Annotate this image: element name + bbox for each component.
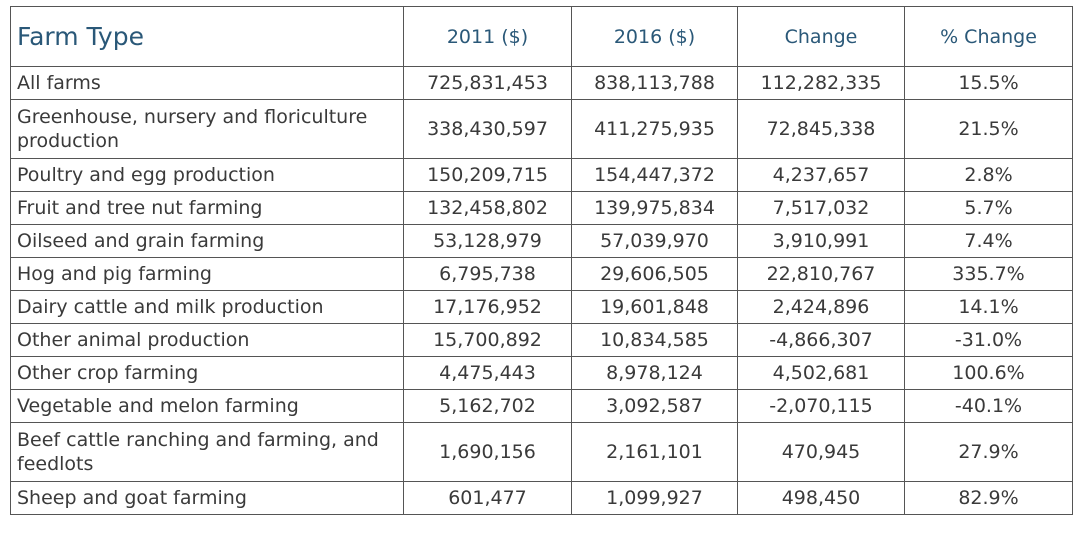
row-label: Other crop farming: [10, 356, 404, 390]
row-label: Vegetable and melon farming: [10, 389, 404, 423]
cell: 15.5%: [904, 66, 1073, 100]
cell: 139,975,834: [571, 191, 738, 225]
cell: 6,795,738: [403, 257, 572, 291]
row-label: Poultry and egg production: [10, 158, 404, 192]
cell: 150,209,715: [403, 158, 572, 192]
row-label: Oilseed and grain farming: [10, 224, 404, 258]
cell: 5.7%: [904, 191, 1073, 225]
cell: 17,176,952: [403, 290, 572, 324]
cell: 19,601,848: [571, 290, 738, 324]
row-label: Dairy cattle and milk production: [10, 290, 404, 324]
cell: 335.7%: [904, 257, 1073, 291]
farm-table: Farm Type 2011 ($) 2016 ($) Change% Change …: [10, 6, 1073, 515]
row-label: Other animal production: [10, 323, 404, 357]
header-cell: % Change: [904, 6, 1073, 67]
table-header: Farm Type 2011 ($) 2016 ($) Change% Change: [10, 6, 1073, 67]
cell: 1,690,156: [403, 422, 572, 482]
cell: 5,162,702: [403, 389, 572, 423]
cell: 53,128,979: [403, 224, 572, 258]
table-row: Other crop farming 4,475,443 8,978,124 4,50…: [10, 356, 1073, 390]
cell: 4,237,657: [737, 158, 905, 192]
row-label: Beef cattle ranching and farming, and fe…: [10, 422, 404, 482]
header-cell: Change: [737, 6, 905, 67]
cell: 132,458,802: [403, 191, 572, 225]
cell: -4,866,307: [737, 323, 905, 357]
cell: 10,834,585: [571, 323, 738, 357]
cell: 838,113,788: [571, 66, 738, 100]
header-cell: 2011 ($): [403, 6, 572, 67]
header-cell: Farm Type: [10, 6, 404, 67]
cell: 2,161,101: [571, 422, 738, 482]
row-label: Hog and pig farming: [10, 257, 404, 291]
table-row: Sheep and goat farming 601,477 1,099,927 49…: [10, 481, 1073, 515]
cell: 338,430,597: [403, 99, 572, 159]
table-row: Vegetable and melon farming 5,162,702 3,09…: [10, 389, 1073, 423]
header-cell: 2016 ($): [571, 6, 738, 67]
header-row: Farm Type 2011 ($) 2016 ($) Change% Change: [10, 6, 1073, 67]
cell: 1,099,927: [571, 481, 738, 515]
cell: 3,910,991: [737, 224, 905, 258]
table-row: Hog and pig farming 6,795,738 29,606,505 22…: [10, 257, 1073, 291]
cell: 4,475,443: [403, 356, 572, 390]
cell: 498,450: [737, 481, 905, 515]
table-row: Dairy cattle and milk production 17,176,9…: [10, 290, 1073, 324]
cell: 725,831,453: [403, 66, 572, 100]
cell: 2.8%: [904, 158, 1073, 192]
row-label: Fruit and tree nut farming: [10, 191, 404, 225]
table-row: Fruit and tree nut farming 132,458,802 139…: [10, 191, 1073, 225]
cell: 29,606,505: [571, 257, 738, 291]
cell: 470,945: [737, 422, 905, 482]
cell: 601,477: [403, 481, 572, 515]
cell: -40.1%: [904, 389, 1073, 423]
cell: 8,978,124: [571, 356, 738, 390]
cell: 3,092,587: [571, 389, 738, 423]
cell: 7,517,032: [737, 191, 905, 225]
cell: -2,070,115: [737, 389, 905, 423]
table-row: Other animal production 15,700,892 10,834,…: [10, 323, 1073, 357]
cell: 82.9%: [904, 481, 1073, 515]
cell: 7.4%: [904, 224, 1073, 258]
table-row: Poultry and egg production 150,209,715 154…: [10, 158, 1073, 192]
cell: 21.5%: [904, 99, 1073, 159]
cell: 27.9%: [904, 422, 1073, 482]
table-row: All farms 725,831,453 838,113,788 112,282,3…: [10, 66, 1073, 100]
cell: 154,447,372: [571, 158, 738, 192]
cell: -31.0%: [904, 323, 1073, 357]
row-label: Sheep and goat farming: [10, 481, 404, 515]
cell: 57,039,970: [571, 224, 738, 258]
table-row: Oilseed and grain farming 53,128,979 57,03…: [10, 224, 1073, 258]
cell: 22,810,767: [737, 257, 905, 291]
cell: 14.1%: [904, 290, 1073, 324]
cell: 72,845,338: [737, 99, 905, 159]
cell: 112,282,335: [737, 66, 905, 100]
cell: 4,502,681: [737, 356, 905, 390]
cell: 100.6%: [904, 356, 1073, 390]
row-label: Greenhouse, nursery and floriculture pro…: [10, 99, 404, 159]
row-label: All farms: [10, 66, 404, 100]
table-row: Beef cattle ranching and farming, and fe…: [10, 422, 1073, 482]
table-body: All farms 725,831,453 838,113,788 112,282,3…: [10, 66, 1073, 515]
cell: 2,424,896: [737, 290, 905, 324]
cell: 411,275,935: [571, 99, 738, 159]
cell: 15,700,892: [403, 323, 572, 357]
table-row: Greenhouse, nursery and floriculture pro…: [10, 99, 1073, 159]
